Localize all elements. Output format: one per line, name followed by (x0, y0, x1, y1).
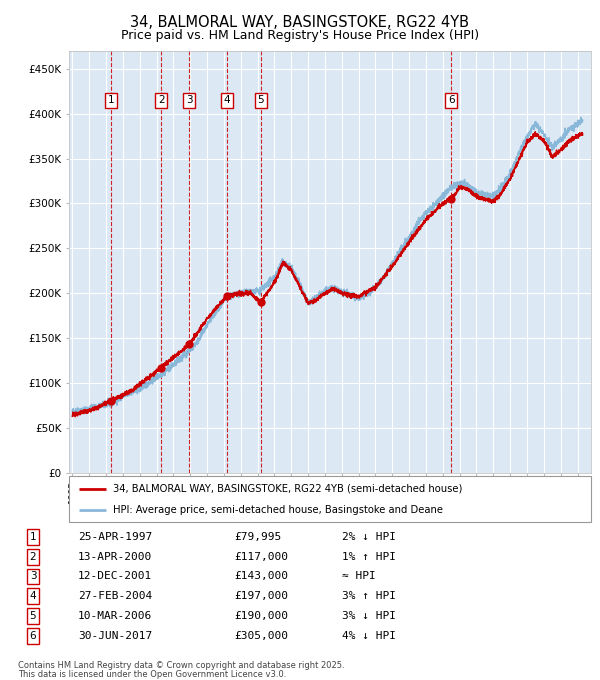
Text: 6: 6 (29, 631, 37, 641)
Text: 25-APR-1997: 25-APR-1997 (78, 532, 152, 542)
Text: £79,995: £79,995 (234, 532, 281, 542)
Text: 5: 5 (29, 611, 37, 621)
Text: £190,000: £190,000 (234, 611, 288, 621)
Text: 4: 4 (223, 95, 230, 105)
Text: Contains HM Land Registry data © Crown copyright and database right 2025.: Contains HM Land Registry data © Crown c… (18, 660, 344, 670)
Text: 2% ↓ HPI: 2% ↓ HPI (342, 532, 396, 542)
Text: 4% ↓ HPI: 4% ↓ HPI (342, 631, 396, 641)
Text: 2: 2 (29, 551, 37, 562)
Text: 4: 4 (29, 591, 37, 601)
Text: 3: 3 (29, 571, 37, 581)
Text: 3% ↑ HPI: 3% ↑ HPI (342, 591, 396, 601)
Text: 34, BALMORAL WAY, BASINGSTOKE, RG22 4YB (semi-detached house): 34, BALMORAL WAY, BASINGSTOKE, RG22 4YB … (113, 484, 463, 494)
Text: 12-DEC-2001: 12-DEC-2001 (78, 571, 152, 581)
Text: 2: 2 (158, 95, 164, 105)
Text: £305,000: £305,000 (234, 631, 288, 641)
Text: 5: 5 (257, 95, 264, 105)
Text: 27-FEB-2004: 27-FEB-2004 (78, 591, 152, 601)
FancyBboxPatch shape (69, 476, 591, 522)
Text: 1: 1 (108, 95, 115, 105)
Text: 3% ↓ HPI: 3% ↓ HPI (342, 611, 396, 621)
Text: 3: 3 (186, 95, 193, 105)
Text: 13-APR-2000: 13-APR-2000 (78, 551, 152, 562)
Text: 1: 1 (29, 532, 37, 542)
Text: ≈ HPI: ≈ HPI (342, 571, 376, 581)
Text: £197,000: £197,000 (234, 591, 288, 601)
Text: 30-JUN-2017: 30-JUN-2017 (78, 631, 152, 641)
Text: 34, BALMORAL WAY, BASINGSTOKE, RG22 4YB: 34, BALMORAL WAY, BASINGSTOKE, RG22 4YB (131, 15, 470, 30)
Text: Price paid vs. HM Land Registry's House Price Index (HPI): Price paid vs. HM Land Registry's House … (121, 29, 479, 41)
Text: This data is licensed under the Open Government Licence v3.0.: This data is licensed under the Open Gov… (18, 670, 286, 679)
Text: 10-MAR-2006: 10-MAR-2006 (78, 611, 152, 621)
Text: 1% ↑ HPI: 1% ↑ HPI (342, 551, 396, 562)
Text: HPI: Average price, semi-detached house, Basingstoke and Deane: HPI: Average price, semi-detached house,… (113, 505, 443, 515)
Text: £143,000: £143,000 (234, 571, 288, 581)
Text: 6: 6 (448, 95, 455, 105)
Text: £117,000: £117,000 (234, 551, 288, 562)
